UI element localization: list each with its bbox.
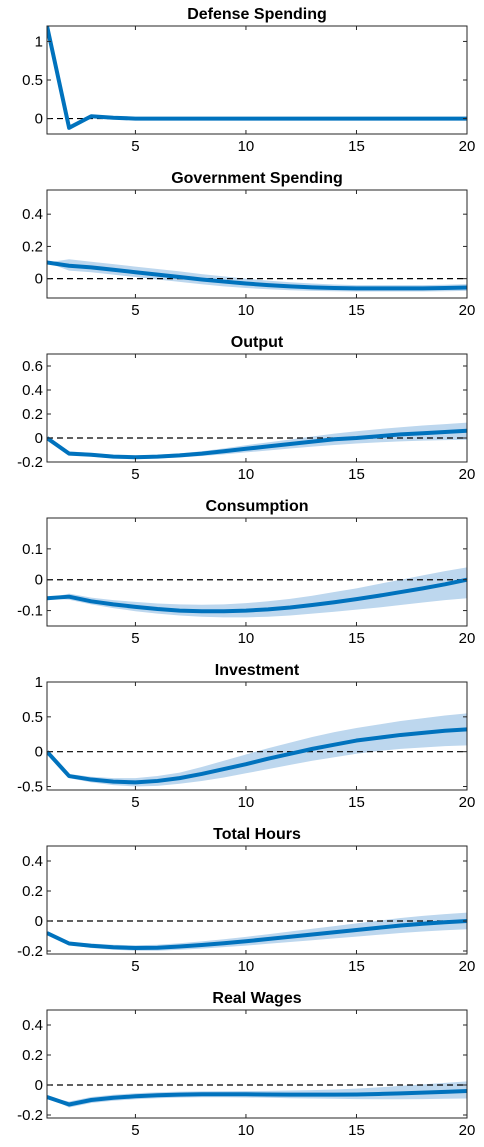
y-tick-label: -0.1 bbox=[17, 603, 43, 620]
series-line bbox=[47, 428, 467, 460]
axes-box bbox=[46, 353, 468, 463]
y-tick-label: 0.4 bbox=[22, 206, 43, 223]
x-tick-label: 20 bbox=[459, 466, 476, 483]
axes-box bbox=[46, 845, 468, 955]
plot-area bbox=[47, 567, 467, 618]
y-tick-label: 1 bbox=[35, 674, 43, 691]
y-tick-label: -0.5 bbox=[17, 779, 43, 796]
y-tick-label: -0.2 bbox=[17, 454, 43, 471]
y-tick-label: 0.4 bbox=[22, 1017, 43, 1034]
confidence-band bbox=[47, 422, 467, 459]
series-line bbox=[47, 1089, 467, 1107]
x-tick-label: 15 bbox=[348, 302, 365, 319]
x-tick-label: 10 bbox=[238, 302, 255, 319]
confidence-band bbox=[47, 567, 467, 618]
panel-5: 5 10 15 20 -0.5 0 0.5 1 Investment bbox=[17, 662, 475, 811]
x-tick-label: 20 bbox=[459, 630, 476, 647]
y-tick-label: 1 bbox=[35, 33, 43, 50]
x-tick-label: 20 bbox=[459, 794, 476, 811]
x-tick-label: 5 bbox=[131, 630, 139, 647]
axes-box bbox=[46, 189, 468, 299]
y-tick-label: 0 bbox=[35, 572, 43, 589]
panel-title: Consumption bbox=[205, 498, 308, 515]
x-tick-label: 10 bbox=[238, 958, 255, 975]
plot-area bbox=[47, 713, 467, 787]
x-tick-label: 20 bbox=[459, 958, 476, 975]
x-tick-label: 5 bbox=[131, 466, 139, 483]
series-line bbox=[47, 919, 467, 950]
panel-title: Investment bbox=[215, 662, 300, 679]
y-tick-label: 0.5 bbox=[22, 72, 43, 89]
x-tick-label: 5 bbox=[131, 138, 139, 155]
panel-3: 5 10 15 20 -0.2 0 0.2 0.4 0.6 Output bbox=[17, 334, 475, 483]
series-line bbox=[47, 260, 467, 291]
x-tick-label: 15 bbox=[348, 958, 365, 975]
y-tick-label: 0 bbox=[35, 271, 43, 288]
y-tick-label: 0 bbox=[35, 744, 43, 761]
plot-area bbox=[47, 422, 467, 460]
panel-7: 5 10 15 20 -0.2 0 0.2 0.4 Real Wages bbox=[17, 990, 475, 1139]
x-tick-label: 10 bbox=[238, 630, 255, 647]
y-tick-label: -0.2 bbox=[17, 1107, 43, 1124]
panel-1: 5 10 15 20 0 0.5 1 Defense Spending bbox=[22, 6, 475, 155]
y-tick-label: 0.1 bbox=[22, 541, 43, 558]
x-tick-label: 15 bbox=[348, 138, 365, 155]
panel-title: Output bbox=[231, 334, 284, 351]
y-tick-label: 0 bbox=[35, 111, 43, 128]
plot-area bbox=[47, 26, 467, 130]
x-tick-label: 20 bbox=[459, 302, 476, 319]
panel-2: 5 10 15 20 0 0.2 0.4 Government Spending bbox=[22, 170, 475, 319]
axes-box bbox=[46, 517, 468, 627]
series-line bbox=[47, 577, 467, 614]
y-tick-label: 0.2 bbox=[22, 1047, 43, 1064]
axes-box bbox=[46, 1009, 468, 1119]
y-tick-label: 0.4 bbox=[22, 853, 43, 870]
panel-title: Total Hours bbox=[213, 826, 301, 843]
x-tick-label: 10 bbox=[238, 138, 255, 155]
x-tick-label: 15 bbox=[348, 1122, 365, 1139]
y-tick-label: 0 bbox=[35, 1077, 43, 1094]
x-tick-label: 20 bbox=[459, 1122, 476, 1139]
x-tick-label: 5 bbox=[131, 958, 139, 975]
series-line bbox=[47, 26, 467, 130]
y-tick-label: 0.2 bbox=[22, 406, 43, 423]
y-tick-label: -0.2 bbox=[17, 943, 43, 960]
confidence-band bbox=[47, 26, 467, 129]
panel-title: Government Spending bbox=[171, 170, 343, 187]
axes-box bbox=[46, 681, 468, 791]
confidence-band bbox=[47, 912, 467, 951]
series-line bbox=[47, 727, 467, 785]
y-tick-label: 0 bbox=[35, 913, 43, 930]
x-tick-label: 15 bbox=[348, 466, 365, 483]
x-tick-label: 5 bbox=[131, 794, 139, 811]
y-tick-label: 0.2 bbox=[22, 238, 43, 255]
y-tick-label: 0.2 bbox=[22, 883, 43, 900]
x-tick-label: 20 bbox=[459, 138, 476, 155]
panel-title: Real Wages bbox=[212, 990, 301, 1007]
panel-4: 5 10 15 20 -0.1 0 0.1 Consumption bbox=[17, 498, 475, 647]
x-tick-label: 5 bbox=[131, 1122, 139, 1139]
y-tick-label: 0.5 bbox=[22, 709, 43, 726]
confidence-band bbox=[47, 713, 467, 787]
panel-title: Defense Spending bbox=[187, 6, 327, 23]
x-tick-label: 10 bbox=[238, 466, 255, 483]
x-tick-label: 10 bbox=[238, 794, 255, 811]
x-tick-label: 5 bbox=[131, 302, 139, 319]
x-tick-label: 10 bbox=[238, 1122, 255, 1139]
y-tick-label: 0.4 bbox=[22, 382, 43, 399]
y-tick-label: 0.6 bbox=[22, 358, 43, 375]
x-tick-label: 15 bbox=[348, 794, 365, 811]
x-tick-label: 15 bbox=[348, 630, 365, 647]
plot-area bbox=[47, 912, 467, 951]
plot-area bbox=[47, 1081, 467, 1108]
plot-area bbox=[47, 259, 467, 292]
panel-6: 5 10 15 20 -0.2 0 0.2 0.4 Total Hours bbox=[17, 826, 475, 975]
y-tick-label: 0 bbox=[35, 430, 43, 447]
